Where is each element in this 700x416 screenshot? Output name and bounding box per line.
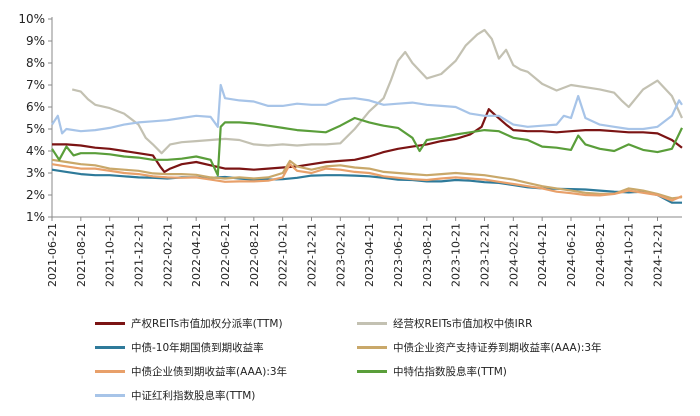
x-tick-label: 2021-10-21 xyxy=(104,223,117,287)
legend-swatch-2 xyxy=(95,346,125,349)
legend-label-0: 产权REITs市值加权分派率(TTM) xyxy=(131,318,283,330)
x-tick-label: 2024-12-21 xyxy=(651,223,664,287)
y-tick-label: 2% xyxy=(26,188,45,202)
x-tick-label: 2023-02-21 xyxy=(334,223,347,287)
legend-item-3: 中债企业资产支持证券到期收益率(AAA):3年 xyxy=(357,340,602,355)
series-line-1 xyxy=(71,28,683,155)
line-chart: 1% 2% 3% 4% 5% 6% 7% 8% 9% 10% 2021-06-21 2021-08-2… xyxy=(18,12,683,287)
legend-swatch-0 xyxy=(95,322,125,325)
x-tick-label: 2021-12-21 xyxy=(132,223,145,287)
series-line-3 xyxy=(51,158,683,200)
legend-item-1: 经营权REITs市值加权中债IRR xyxy=(357,316,532,331)
y-tick-label: 7% xyxy=(26,78,45,92)
x-tick-label: 2024-02-21 xyxy=(507,223,520,287)
x-tick-label: 2022-12-21 xyxy=(305,223,318,287)
y-tick-label: 8% xyxy=(26,56,45,70)
y-tick-label: 4% xyxy=(26,144,45,158)
x-tick-label: 2021-06-21 xyxy=(46,223,59,287)
series-line-5 xyxy=(51,116,683,177)
legend-swatch-1 xyxy=(357,322,387,325)
x-tick-label: 2022-06-21 xyxy=(219,223,232,287)
y-tick-label: 6% xyxy=(26,100,45,114)
legend-label-5: 中特估指数股息率(TTM) xyxy=(393,366,507,378)
y-tick-label: 5% xyxy=(26,122,45,136)
legend-label-1: 经营权REITs市值加权中债IRR xyxy=(393,318,533,330)
x-tick-label: 2024-10-21 xyxy=(623,223,636,287)
x-tick-label: 2023-10-21 xyxy=(450,223,463,287)
x-tick-label: 2024-08-21 xyxy=(594,223,607,287)
legend-label-2: 中债-10年期国债到期收益率 xyxy=(131,342,264,354)
x-tick-label: 2023-08-21 xyxy=(421,223,434,287)
x-tick-label: 2022-08-21 xyxy=(248,223,261,287)
series-line-2 xyxy=(51,168,682,204)
series-line-0 xyxy=(52,108,683,173)
legend-swatch-4 xyxy=(95,370,125,373)
x-tick-label: 2024-06-21 xyxy=(565,223,578,287)
legend-item-5: 中特估指数股息率(TTM) xyxy=(357,364,507,379)
legend-swatch-3 xyxy=(357,346,387,349)
x-tick-label: 2022-10-21 xyxy=(277,223,290,287)
legend-item-4: 中债企业债到期收益率(AAA):3年 xyxy=(95,364,287,379)
legend-swatch-6 xyxy=(95,394,125,397)
x-tick-label: 2022-04-21 xyxy=(190,223,203,287)
y-tick-label: 9% xyxy=(26,34,45,48)
x-tick-label: 2023-12-21 xyxy=(478,223,491,287)
legend-swatch-5 xyxy=(357,370,387,373)
y-tick-label: 1% xyxy=(26,210,45,224)
legend-item-0: 产权REITs市值加权分派率(TTM) xyxy=(95,316,283,331)
legend-label-3: 中债企业资产支持证券到期收益率(AAA):3年 xyxy=(393,342,602,354)
x-tick-label: 2022-02-21 xyxy=(161,223,174,287)
y-tick-label: 10% xyxy=(18,12,45,26)
y-tick-label: 3% xyxy=(26,166,45,180)
legend-item-6: 中证红利指数股息率(TTM) xyxy=(95,388,255,403)
legend-label-6: 中证红利指数股息率(TTM) xyxy=(131,390,256,402)
x-tick-label: 2023-04-21 xyxy=(363,223,376,287)
series-line-4 xyxy=(51,163,683,202)
x-tick-label: 2024-04-21 xyxy=(536,223,549,287)
x-tick-label: 2023-06-21 xyxy=(392,223,405,287)
series-line-6 xyxy=(51,83,683,135)
x-tick-label: 2021-08-21 xyxy=(75,223,88,287)
legend-item-2: 中债-10年期国债到期收益率 xyxy=(95,340,264,355)
legend-label-4: 中债企业债到期收益率(AAA):3年 xyxy=(131,366,288,378)
